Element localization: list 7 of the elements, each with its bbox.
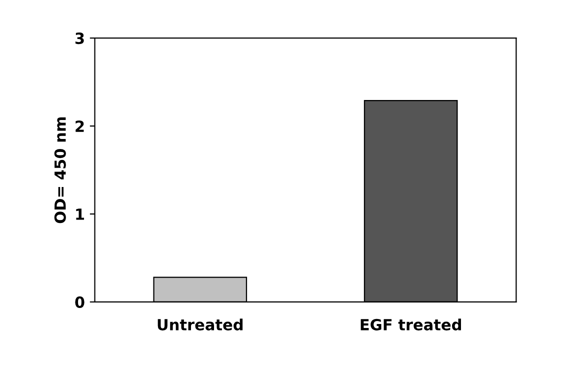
x-tick-label: Untreated	[158, 318, 243, 330]
y-tick-label: 3	[75, 32, 84, 44]
y-tick-label: 2	[76, 120, 84, 132]
y-tick-label: 1	[76, 208, 84, 220]
y-tick-label: 0	[75, 296, 84, 308]
x-tick-label: EGF treated	[360, 318, 461, 330]
y-axis-title: OD= 450 nm	[54, 117, 66, 224]
